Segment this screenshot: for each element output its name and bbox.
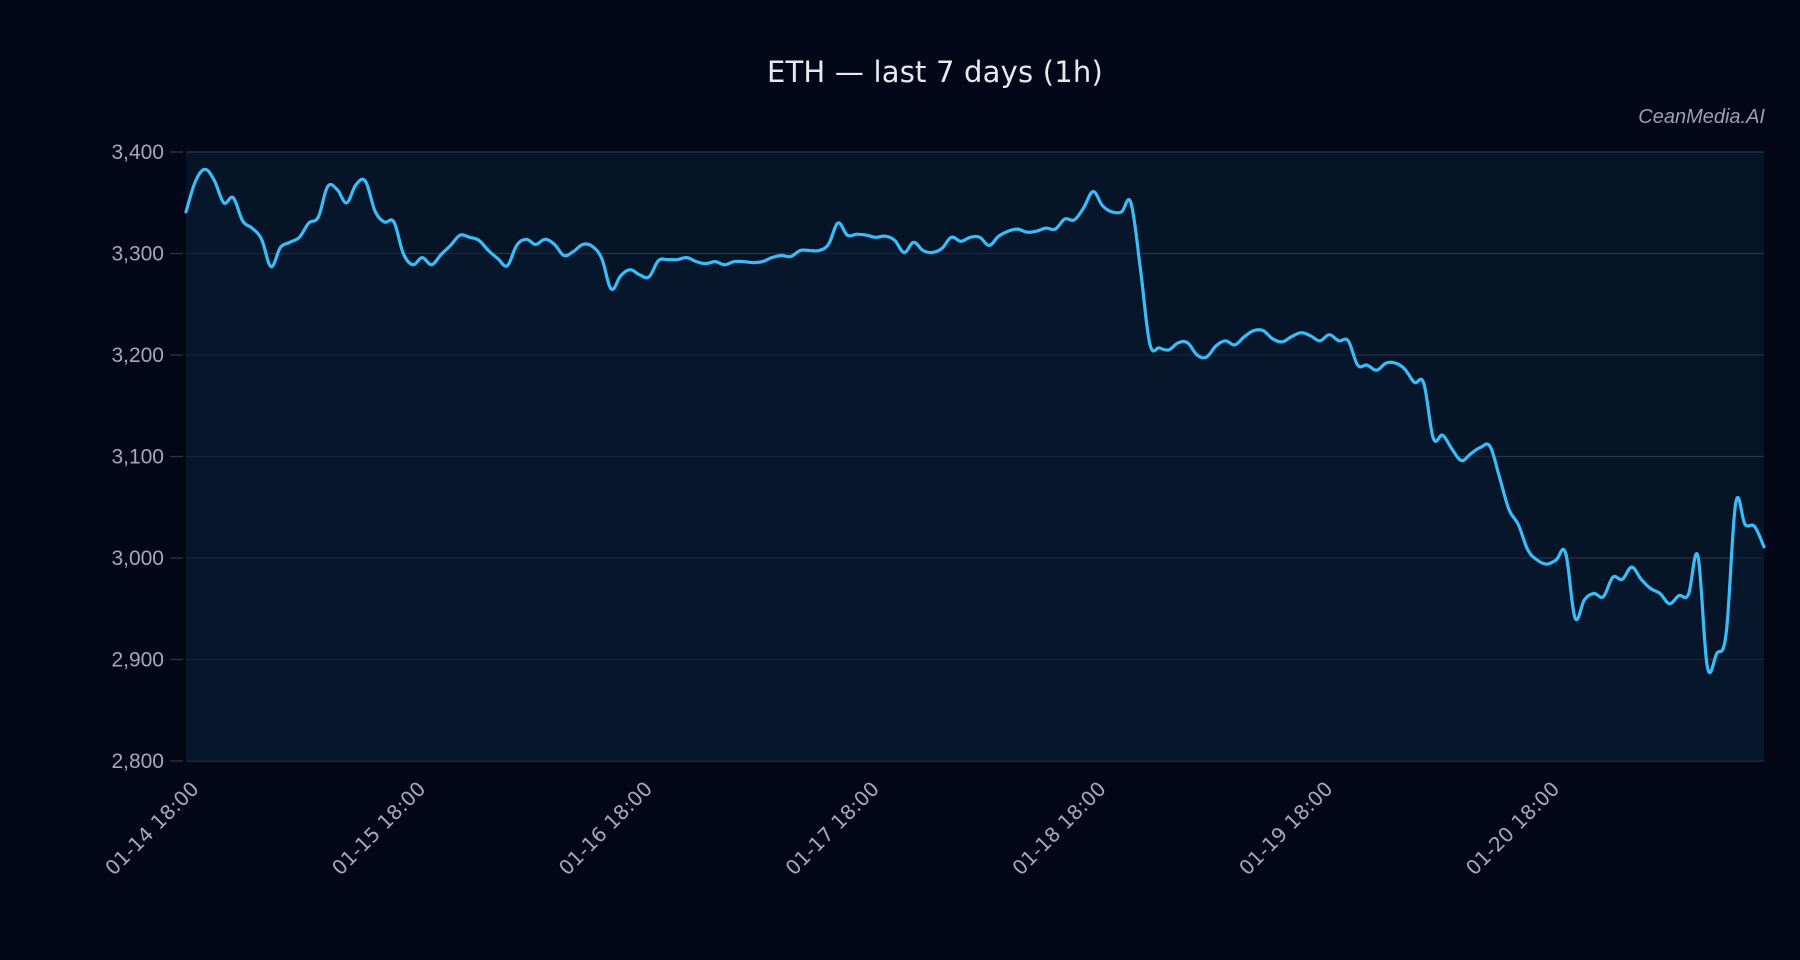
y-tick-label: 3,400 bbox=[111, 141, 164, 164]
x-tick-label: 01-17 18:00 bbox=[781, 777, 884, 880]
y-tick-label: 3,100 bbox=[111, 446, 164, 469]
price-line bbox=[184, 167, 1766, 675]
x-axis: 01-14 18:00 01-15 18:00 01-16 18:00 01-17 1… bbox=[100, 777, 1564, 880]
y-tick-label: 3,300 bbox=[111, 243, 164, 266]
chart-title: ETH — last 7 days (1h) bbox=[766, 55, 1103, 89]
y-tick-label: 3,200 bbox=[111, 344, 164, 367]
x-tick-label: 01-15 18:00 bbox=[327, 777, 430, 880]
y-tick-label: 3,000 bbox=[111, 547, 164, 570]
x-tick-label: 01-20 18:00 bbox=[1461, 777, 1564, 880]
y-tick-label: 2,800 bbox=[111, 750, 164, 773]
x-tick-label: 01-19 18:00 bbox=[1234, 777, 1337, 880]
y-tick-label: 2,900 bbox=[111, 649, 164, 672]
price-area bbox=[186, 169, 1764, 761]
x-tick-label: 01-14 18:00 bbox=[100, 777, 203, 880]
watermark: CeanMedia.AI bbox=[1638, 106, 1765, 128]
x-tick-label: 01-18 18:00 bbox=[1007, 777, 1110, 880]
x-tick-label: 01-16 18:00 bbox=[554, 777, 657, 880]
y-axis: 2,800 2,900 3,000 3,100 3,200 3,300 3,400 bbox=[111, 141, 183, 773]
